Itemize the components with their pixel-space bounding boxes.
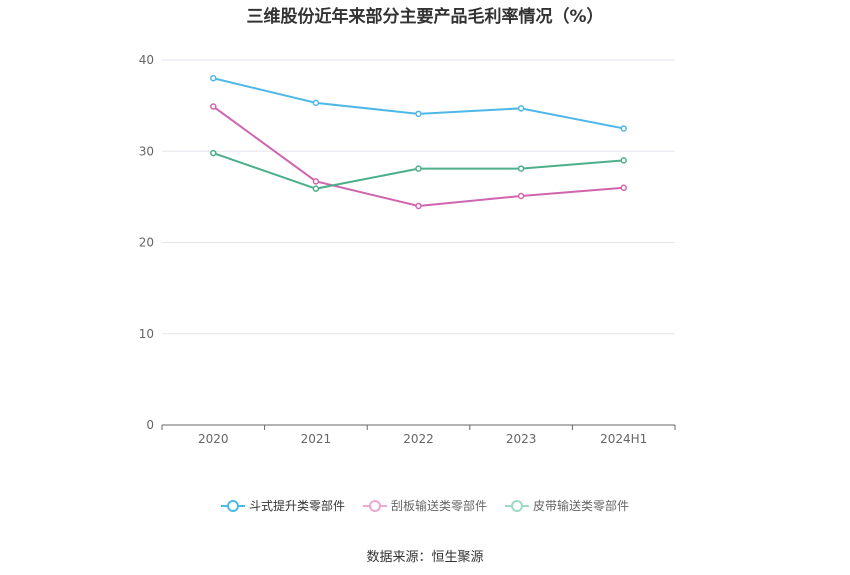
legend-label-series-2: 刮板输送类零部件 [390, 499, 487, 513]
data-point-series-1 [415, 110, 422, 118]
data-point-series-2 [517, 192, 525, 200]
y-tick-label: 30 [139, 144, 154, 158]
data-point-series-3 [517, 165, 525, 172]
legend-item-series-3[interactable]: 皮带输送类零部件 [505, 497, 629, 514]
x-tick-label: 2020 [198, 432, 229, 446]
data-point-series-2 [312, 178, 320, 185]
data-point-series-3 [210, 149, 217, 157]
data-point-series-1 [210, 75, 217, 82]
data-point-series-1 [312, 99, 320, 107]
legend: 斗式提升类零部件 刮板输送类零部件 皮带输送类零部件 [0, 497, 850, 514]
data-point-series-3 [312, 185, 320, 192]
legend-label-series-1: 斗式提升类零部件 [248, 499, 345, 513]
data-point-series-2 [210, 103, 217, 110]
x-tick-label: 2023 [506, 432, 537, 446]
legend-item-series-2[interactable]: 刮板输送类零部件 [362, 497, 487, 514]
y-tick-label: 20 [139, 236, 154, 250]
y-tick-label: 10 [139, 327, 154, 341]
data-point-series-3 [620, 157, 627, 164]
data-source: 数据来源：恒生聚源 [366, 550, 484, 565]
series-line-1 [213, 77, 624, 130]
series-line-2 [212, 105, 624, 208]
data-point-series-2 [620, 184, 627, 191]
legend-label-series-3: 皮带输送类零部件 [533, 499, 630, 513]
data-point-series-1 [517, 105, 525, 112]
y-tick-label: 40 [139, 53, 154, 67]
data-point-series-3 [415, 165, 422, 172]
chart-title: 三维股份近年来部分主要产品毛利率情况（%） [246, 7, 604, 27]
data-point-series-2 [415, 202, 422, 210]
y-tick-label: 0 [146, 418, 154, 432]
legend-marker-series-1 [220, 499, 245, 512]
legend-marker-series-3 [505, 499, 529, 512]
x-tick-label: 2024H1 [600, 432, 647, 446]
x-tick-label: 2022 [403, 432, 434, 446]
line-chart: 0 10 20 30 40 2020 2021 2022 2023 2024H1 [139, 53, 676, 446]
x-tick-label: 2021 [301, 432, 332, 446]
legend-item-series-1[interactable]: 斗式提升类零部件 [220, 497, 345, 514]
data-point-series-1 [620, 125, 627, 132]
legend-marker-series-2 [362, 499, 387, 512]
